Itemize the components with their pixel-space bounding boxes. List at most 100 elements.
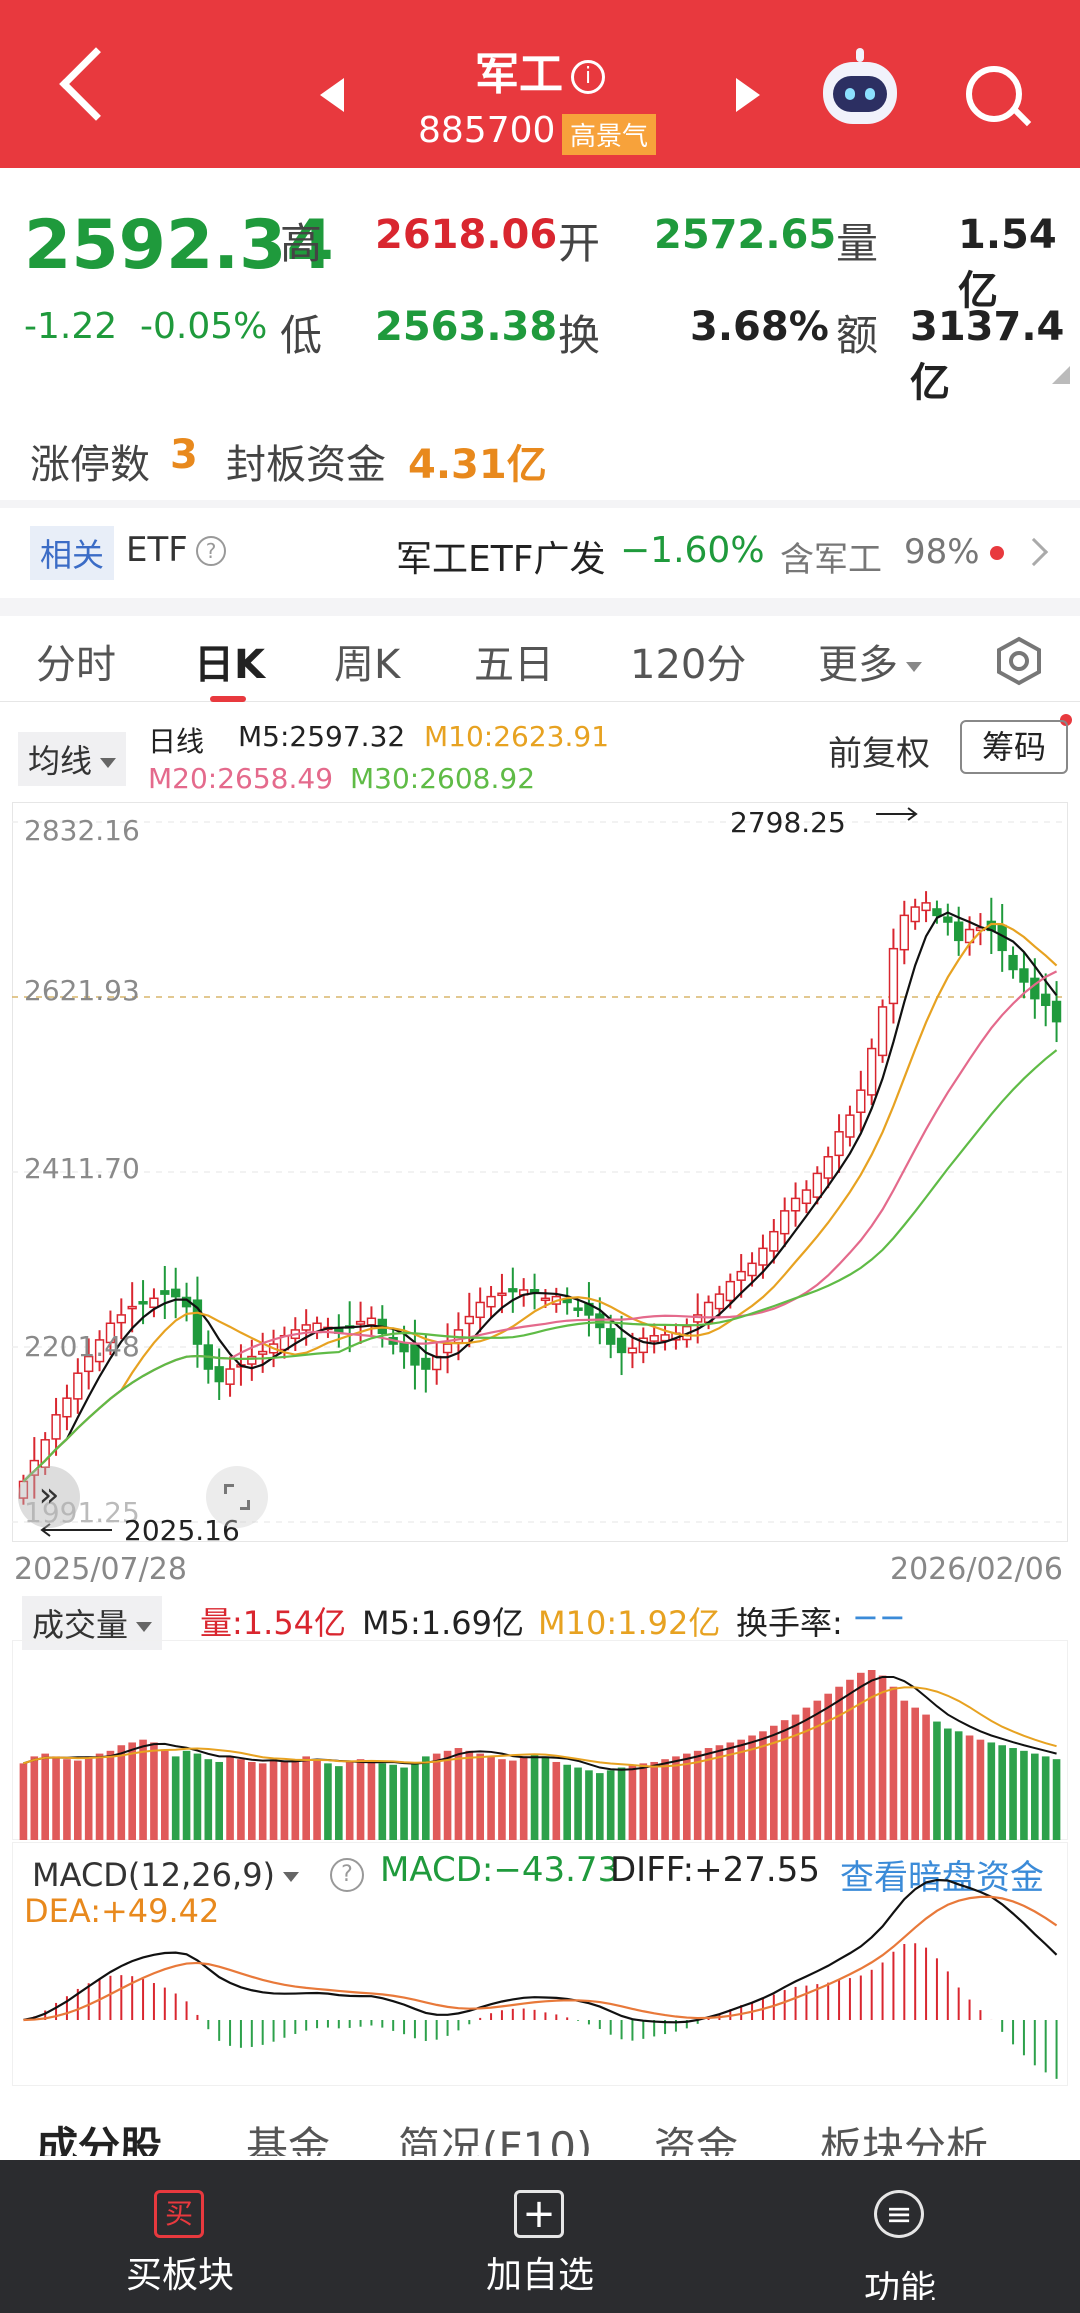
candle-body <box>225 1368 235 1385</box>
y-tick-label: 2832.16 <box>24 814 140 847</box>
volume-bar <box>541 1756 550 1840</box>
candle-body <box>62 1397 72 1418</box>
volume-selector[interactable]: 成交量 <box>22 1596 163 1650</box>
diff-value: DIFF:+27.55 <box>610 1850 820 1890</box>
volume-bar <box>150 1742 158 1840</box>
candlestick-chart[interactable] <box>12 802 1068 1542</box>
add-watchlist-button[interactable]: + 加自选 <box>360 2160 720 2313</box>
ma5-line <box>22 911 1058 1483</box>
candle-body <box>921 902 931 912</box>
volume-bar <box>759 1731 767 1840</box>
volume-bar <box>639 1763 648 1840</box>
max-arrow-head <box>907 807 918 821</box>
period-label: 日线 <box>148 725 205 758</box>
settings-icon[interactable] <box>994 636 1044 686</box>
volume-bar <box>835 1686 843 1840</box>
low-label: 低 <box>280 311 323 360</box>
y-tick-label: 2411.70 <box>24 1152 140 1185</box>
sector-title: 军工 i <box>0 38 1080 102</box>
candle-body <box>877 1006 888 1057</box>
volume-bar <box>552 1761 561 1840</box>
volume-ma5-line <box>23 1675 1057 1771</box>
tab-sector-analysis[interactable]: 板块分析 <box>820 2123 989 2156</box>
candle-body <box>780 1210 790 1235</box>
candle-body <box>540 1297 551 1302</box>
etf-help-icon[interactable]: ? <box>196 536 226 566</box>
candle-body <box>845 1114 855 1138</box>
volume-bar <box>813 1700 822 1840</box>
tab-f10[interactable]: 简况(F10) <box>398 2123 593 2156</box>
info-icon[interactable]: i <box>571 60 605 94</box>
volume-bar <box>944 1728 952 1840</box>
prev-sector-icon[interactable] <box>320 78 344 112</box>
volume-bar <box>139 1739 147 1840</box>
volume-bar <box>683 1753 691 1840</box>
tab-daily-k[interactable]: 日K <box>194 642 265 688</box>
macd-chart[interactable] <box>12 1842 1068 2086</box>
volume-chart[interactable] <box>12 1640 1068 1840</box>
candle-body <box>562 1298 572 1304</box>
plus-icon: + <box>514 2190 564 2238</box>
limit-count-label: 涨停数 <box>30 442 150 488</box>
buy-sector-button[interactable]: 买 买板块 <box>0 2160 360 2313</box>
tab-120min[interactable]: 120分 <box>630 642 747 688</box>
volume-bar <box>857 1672 865 1840</box>
volume-bar <box>454 1748 463 1840</box>
turnover-label: 换 <box>558 311 601 360</box>
candle-body <box>899 914 909 951</box>
tab-five-day[interactable]: 五日 <box>474 642 554 688</box>
volume-bar <box>487 1756 495 1840</box>
tab-capital[interactable]: 资金 <box>654 2123 739 2156</box>
volume-bar <box>84 1756 93 1840</box>
dark-pool-link[interactable]: 查看暗盘资金 <box>840 1858 1044 1898</box>
volume-bar <box>291 1759 300 1840</box>
candle-body <box>366 1317 377 1326</box>
volume-bar <box>117 1745 126 1840</box>
volume-bar <box>269 1760 278 1840</box>
candle-body <box>138 1301 148 1305</box>
candle-body <box>693 1314 703 1323</box>
open-label: 开 <box>558 219 601 268</box>
candle-body <box>40 1439 50 1468</box>
tab-funds[interactable]: 基金 <box>246 2123 331 2156</box>
chips-button[interactable]: 筹码 <box>960 720 1068 774</box>
candle-body <box>486 1295 496 1308</box>
macd-panel[interactable] <box>12 1842 1068 2086</box>
robot-assistant-icon[interactable] <box>823 48 897 124</box>
functions-button[interactable]: ≡ 功能 <box>720 2160 1080 2313</box>
volume-panel[interactable] <box>12 1640 1068 1840</box>
fullscreen-icon[interactable] <box>206 1466 268 1528</box>
volume-bar <box>400 1767 408 1840</box>
candle-body <box>116 1314 126 1324</box>
chevron-right-icon[interactable] <box>1019 537 1049 567</box>
volume-m5: M5:1.69亿 <box>362 1604 525 1642</box>
tab-more[interactable]: 更多 <box>818 632 922 690</box>
tab-constituents[interactable]: 成分股 <box>36 2123 163 2156</box>
macd-help-icon[interactable]: ? <box>330 1858 364 1892</box>
tab-weekly-k[interactable]: 周K <box>334 642 401 688</box>
search-icon[interactable] <box>966 66 1022 122</box>
candle-body <box>954 921 964 942</box>
start-date: 2025/07/28 <box>14 1552 187 1587</box>
macd-selector[interactable]: MACD(12,26,9) <box>22 1852 310 1898</box>
volume-bar <box>585 1770 593 1840</box>
volume-bar <box>617 1767 626 1840</box>
volume-bar <box>661 1759 669 1840</box>
candle-body <box>160 1290 170 1295</box>
next-sector-icon[interactable] <box>736 78 760 112</box>
volume-bar <box>802 1707 811 1840</box>
ma-selector[interactable]: 均线 <box>18 732 127 786</box>
buy-icon: 买 <box>154 2190 204 2238</box>
volume-bar <box>432 1753 441 1840</box>
expand-icon[interactable]: » <box>18 1466 80 1528</box>
etf-name[interactable]: 军工ETF广发 <box>396 539 606 580</box>
candle-body <box>627 1347 638 1354</box>
expand-corner-icon[interactable] <box>1052 366 1070 384</box>
tab-intraday[interactable]: 分时 <box>36 642 116 688</box>
adjust-mode[interactable]: 前复权 <box>828 734 930 774</box>
max-price-marker: 2798.25 <box>730 806 846 839</box>
volume-bar <box>987 1742 996 1840</box>
candle-body <box>508 1288 518 1293</box>
candle-body <box>1051 1000 1062 1023</box>
volume-bar <box>748 1735 756 1840</box>
